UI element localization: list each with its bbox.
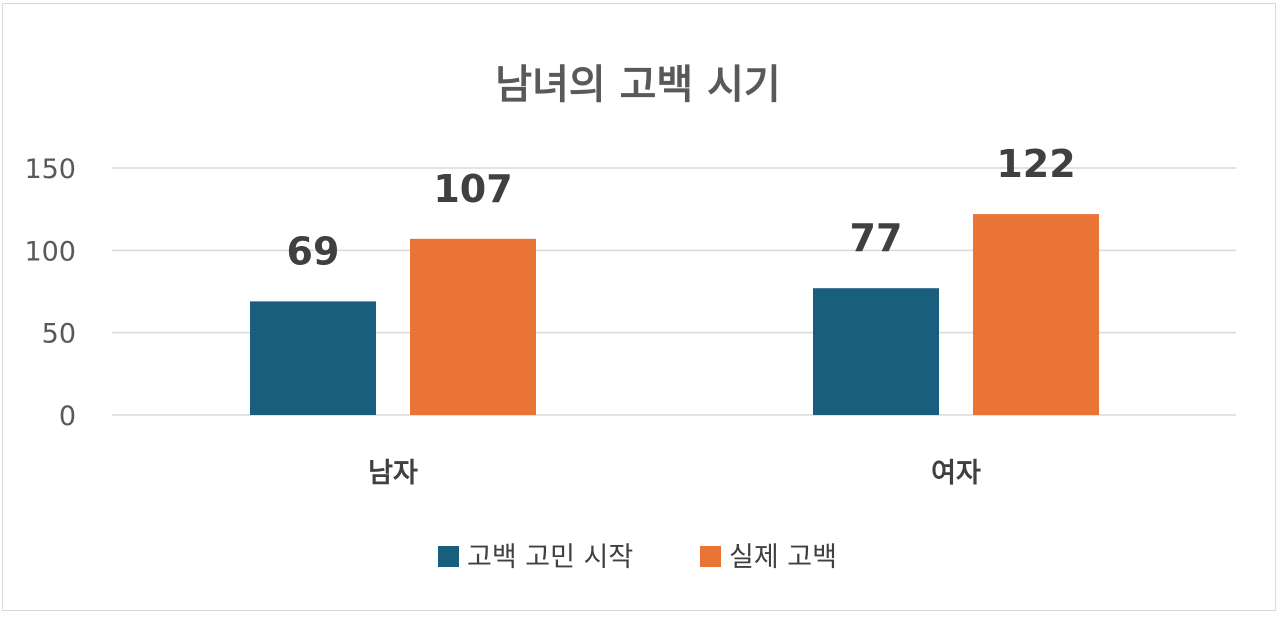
x-category-label: 여자: [931, 458, 981, 489]
legend-swatch: [438, 546, 459, 567]
data-label: 122: [996, 142, 1075, 186]
y-axis-ticks: 0 50 100 150: [24, 154, 76, 432]
data-label: 107: [433, 167, 512, 211]
legend-swatch: [700, 546, 721, 567]
y-tick-label: 150: [24, 154, 76, 185]
bar: [250, 301, 376, 415]
data-label: 77: [850, 216, 903, 260]
data-label: 69: [287, 229, 340, 273]
legend: 고백 고민 시작 실제 고백: [438, 542, 837, 573]
legend-label: 고백 고민 시작: [467, 542, 633, 573]
bar: [410, 238, 536, 415]
chart-title: 남녀의 고백 시기: [495, 62, 780, 108]
y-tick-label: 50: [42, 319, 76, 350]
bar: [813, 288, 939, 415]
y-tick-label: 100: [24, 236, 76, 267]
x-category-label: 남자: [368, 458, 418, 489]
legend-label: 실제 고백: [729, 542, 837, 573]
bars: [250, 214, 1099, 415]
bar: [973, 214, 1099, 415]
y-tick-label: 0: [59, 401, 76, 432]
x-axis-categories: 남자 여자: [368, 458, 981, 489]
data-labels: 69 107 77 122: [287, 142, 1076, 273]
